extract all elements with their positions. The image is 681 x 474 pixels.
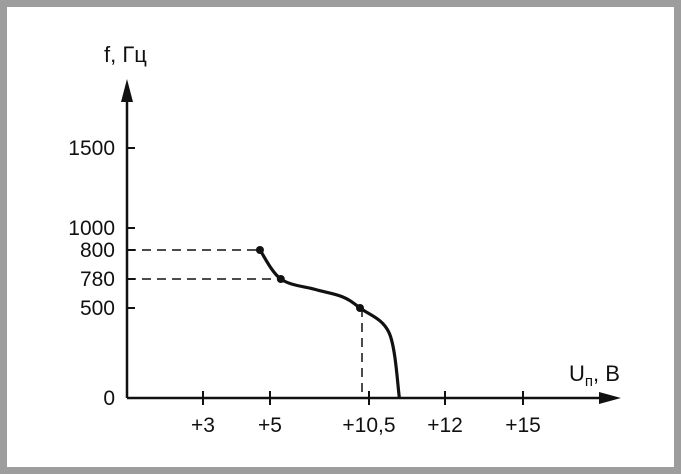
series [255, 246, 401, 399]
data-point [255, 246, 264, 254]
x-tick-label: +3 [191, 414, 215, 437]
y-tick-label: 500 [80, 297, 115, 320]
x-tick-label: +10,5 [342, 414, 395, 437]
x-axis-title: Uп, В [569, 361, 620, 390]
chart-panel: +3 +5 +10,5 +12 +15 0 500 780 800 1000 1500 f, Гц… [7, 7, 674, 467]
x-ticks: +3 +5 +10,5 +12 +15 [191, 391, 541, 437]
data-point [276, 275, 285, 283]
axes [121, 79, 621, 404]
x-axis-title-unit: , В [593, 361, 620, 386]
x-tick-label: +15 [505, 414, 541, 437]
x-tick-label: +12 [427, 414, 463, 437]
x-axis-arrowhead [599, 392, 621, 404]
series-line [258, 249, 401, 399]
y-tick-label: 1000 [68, 217, 115, 240]
y-tick-label: 1500 [68, 137, 115, 160]
y-tick-label: 780 [80, 268, 115, 291]
y-axis-title: f, Гц [104, 42, 147, 67]
x-tick-label: +5 [258, 414, 282, 437]
y-tick-label: 0 [103, 387, 115, 410]
data-point [356, 304, 364, 312]
x-axis-title-sub: п [585, 373, 593, 390]
dashed-guides [127, 249, 363, 398]
y-axis-arrowhead [121, 79, 133, 102]
y-tick-label: 800 [80, 239, 115, 262]
x-axis-title-main: U [569, 361, 585, 386]
